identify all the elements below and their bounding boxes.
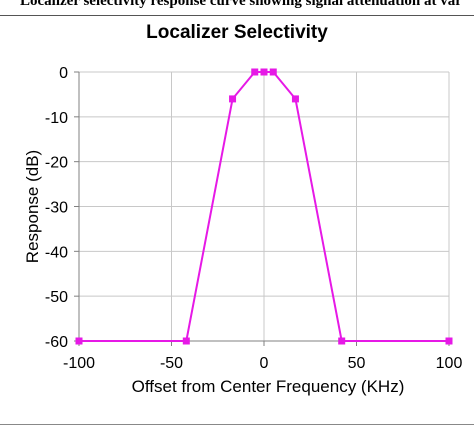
data-point-marker	[251, 68, 259, 76]
series-layer	[75, 68, 453, 345]
data-point-marker	[338, 337, 346, 345]
chart-title: Localizer Selectivity	[146, 22, 328, 43]
y-tick-label: 0	[59, 65, 68, 82]
data-point-marker	[291, 95, 299, 103]
x-tick-label: 0	[260, 355, 269, 372]
tick-label-layer: -100 -50 0 50 100 0 -10 -20 -30 -40 -50 -60	[45, 65, 463, 372]
axis-layer	[74, 71, 450, 346]
data-point-marker	[182, 337, 190, 345]
data-point-marker	[445, 337, 453, 345]
y-tick-label: -40	[45, 244, 68, 261]
y-tick-label: -30	[45, 200, 68, 217]
y-tick-label: -60	[45, 334, 68, 351]
x-tick-label: -100	[63, 355, 95, 372]
data-point-marker	[260, 68, 268, 76]
x-tick-label: 100	[436, 355, 463, 372]
data-point-marker	[75, 337, 83, 345]
bottom-divider	[0, 424, 474, 425]
y-axis-label: Response (dB)	[23, 150, 42, 263]
y-tick-label: -50	[45, 289, 68, 306]
y-tick-label: -10	[45, 110, 68, 127]
top-caption: Localizer selectivity response curve sho…	[20, 0, 460, 9]
data-point-marker	[229, 95, 237, 103]
x-tick-label: -50	[160, 355, 183, 372]
x-tick-label: 50	[348, 355, 366, 372]
data-point-marker	[269, 68, 277, 76]
y-tick-label: -20	[45, 155, 68, 172]
grid-layer	[78, 71, 450, 342]
top-divider	[0, 15, 474, 16]
x-axis-label: Offset from Center Frequency (KHz)	[132, 377, 405, 396]
